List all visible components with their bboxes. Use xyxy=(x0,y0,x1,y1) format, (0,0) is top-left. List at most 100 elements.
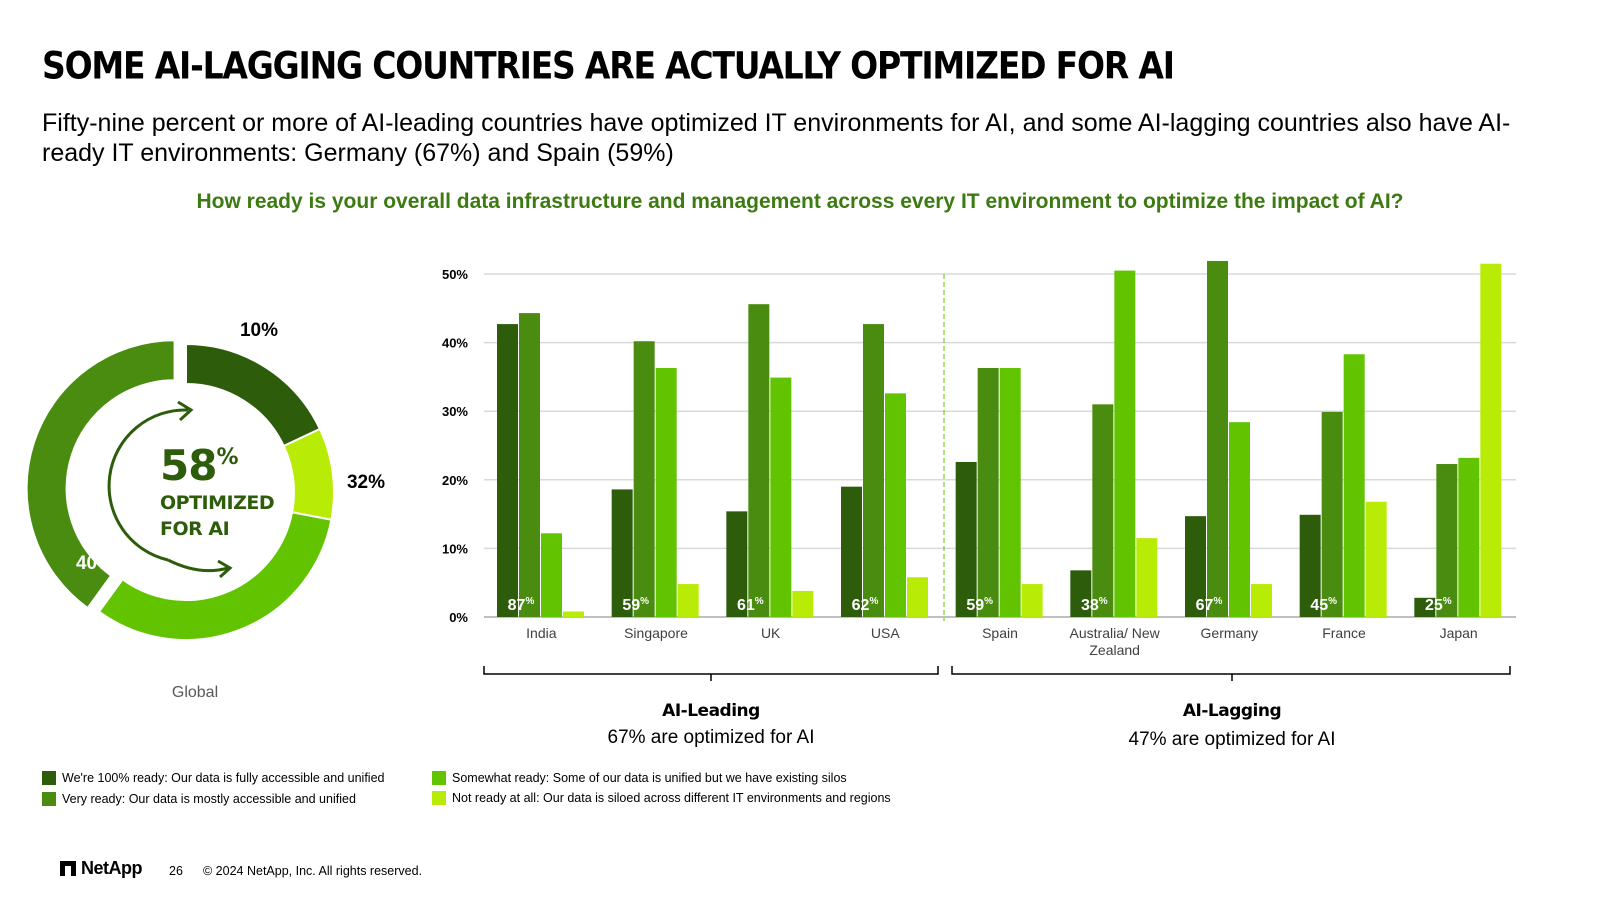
x-category-label: India xyxy=(526,625,557,641)
bar xyxy=(885,393,906,617)
bar xyxy=(1136,538,1158,617)
y-tick-label: 40% xyxy=(442,336,468,351)
legend-item-not-ready: Not ready at all: Our data is siloed acr… xyxy=(432,791,891,805)
bar xyxy=(999,367,1021,617)
legend-label-not-ready: Not ready at all: Our data is siloed acr… xyxy=(452,791,891,805)
logo-text: NetApp xyxy=(81,858,143,878)
y-tick-label: 0% xyxy=(449,610,468,625)
group-name: AI-Lagging xyxy=(1183,701,1281,721)
group-note: 67% are optimized for AI xyxy=(608,727,815,748)
legend-swatch-fully-ready xyxy=(42,771,56,785)
bar xyxy=(748,304,770,617)
bar xyxy=(1251,584,1272,617)
optimized-label: 59% xyxy=(622,596,649,614)
bar xyxy=(1092,404,1114,617)
x-category-label: Germany xyxy=(1201,625,1259,641)
bar xyxy=(563,611,584,617)
bar xyxy=(907,577,928,617)
group-note: 47% are optimized for AI xyxy=(1129,729,1336,750)
donut-slice-label: 32% xyxy=(347,472,385,493)
bar xyxy=(497,324,518,617)
bar xyxy=(1114,270,1136,617)
arc-arrow-bottom xyxy=(167,558,229,573)
bar xyxy=(955,461,977,617)
bar xyxy=(1365,501,1387,617)
x-category-label: Zealand xyxy=(1089,642,1140,658)
legend-swatch-very-ready xyxy=(42,792,56,806)
bar xyxy=(1207,260,1228,617)
legend-swatch-not-ready xyxy=(432,791,446,805)
bar xyxy=(792,590,814,617)
arrow-head-bottom xyxy=(217,559,233,579)
x-category-label: Spain xyxy=(982,625,1018,641)
legend-item-very-ready: Very ready: Our data is mostly accessibl… xyxy=(42,792,356,806)
bar xyxy=(519,313,540,617)
netapp-logo-icon xyxy=(60,861,76,876)
group-name: AI-Leading xyxy=(662,701,760,721)
y-tick-label: 30% xyxy=(442,404,468,419)
bar xyxy=(1343,354,1365,617)
slide-subtitle: Fifty-nine percent or more of AI-leading… xyxy=(42,109,1511,167)
optimized-label: 62% xyxy=(852,596,879,614)
bar xyxy=(1299,514,1321,617)
donut-center-label-2: FOR AI xyxy=(160,518,229,540)
donut-title: Global xyxy=(172,684,218,701)
x-category-label: Australia/ New xyxy=(1070,625,1161,641)
bar xyxy=(1458,457,1480,617)
copyright: © 2024 NetApp, Inc. All rights reserved. xyxy=(203,864,423,878)
bar xyxy=(1321,411,1343,617)
legend-item-fully-ready: We're 100% ready: Our data is fully acce… xyxy=(42,771,384,785)
legend-label-fully-ready: We're 100% ready: Our data is fully acce… xyxy=(62,771,385,785)
bar xyxy=(1021,584,1043,617)
bar xyxy=(841,486,862,617)
y-tick-label: 10% xyxy=(442,541,468,556)
survey-question: How ready is your overall data infrastru… xyxy=(196,190,1404,213)
bar xyxy=(541,533,562,617)
optimized-label: 38% xyxy=(1081,596,1108,614)
bar xyxy=(1070,570,1092,617)
bar xyxy=(611,489,633,617)
arrow-head-top xyxy=(177,400,194,422)
y-tick-label: 20% xyxy=(442,473,468,488)
donut-slice-label: 10% xyxy=(240,320,278,341)
bar xyxy=(1185,516,1206,617)
bar xyxy=(1480,263,1502,617)
bar xyxy=(1436,464,1458,617)
y-tick-label: 50% xyxy=(442,267,468,282)
slide-title: SOME AI-LAGGING COUNTRIES ARE ACTUALLY O… xyxy=(42,44,1175,88)
x-category-label: Japan xyxy=(1440,625,1478,641)
donut-slice xyxy=(25,339,176,610)
bar xyxy=(677,584,699,617)
bar xyxy=(655,367,677,617)
page-number: 26 xyxy=(169,864,183,878)
optimized-label: 87% xyxy=(508,596,535,614)
group-bracket xyxy=(483,666,939,681)
donut-slice xyxy=(185,342,322,448)
donut-slice xyxy=(97,511,333,641)
arc-arrow-top xyxy=(107,408,189,562)
bar xyxy=(1414,597,1436,617)
optimized-label: 61% xyxy=(737,596,764,614)
bar xyxy=(977,367,999,617)
x-category-label: UK xyxy=(761,625,781,641)
optimized-label: 25% xyxy=(1425,596,1452,614)
bar xyxy=(770,377,792,617)
netapp-logo: NetApp xyxy=(60,858,143,879)
legend-label-somewhat-ready: Somewhat ready: Some of our data is unif… xyxy=(452,771,847,785)
bar xyxy=(726,511,748,617)
optimized-label: 67% xyxy=(1196,596,1223,614)
bar xyxy=(863,324,884,617)
donut-center-value: 58% xyxy=(160,441,238,490)
donut-slice-label: 40% xyxy=(76,553,114,574)
legend-label-very-ready: Very ready: Our data is mostly accessibl… xyxy=(62,792,356,806)
optimized-label: 59% xyxy=(966,596,993,614)
donut-slice xyxy=(282,427,335,521)
bar xyxy=(1229,422,1250,617)
legend-item-somewhat-ready: Somewhat ready: Some of our data is unif… xyxy=(432,771,847,785)
bar-chart: 0% 10% 20% 30% 40% 50% 87% India 59% Singapore 61%… xyxy=(442,260,1516,750)
donut-center-label-1: OPTIMIZED xyxy=(160,492,274,514)
optimized-label: 45% xyxy=(1310,596,1337,614)
bar xyxy=(633,341,655,617)
